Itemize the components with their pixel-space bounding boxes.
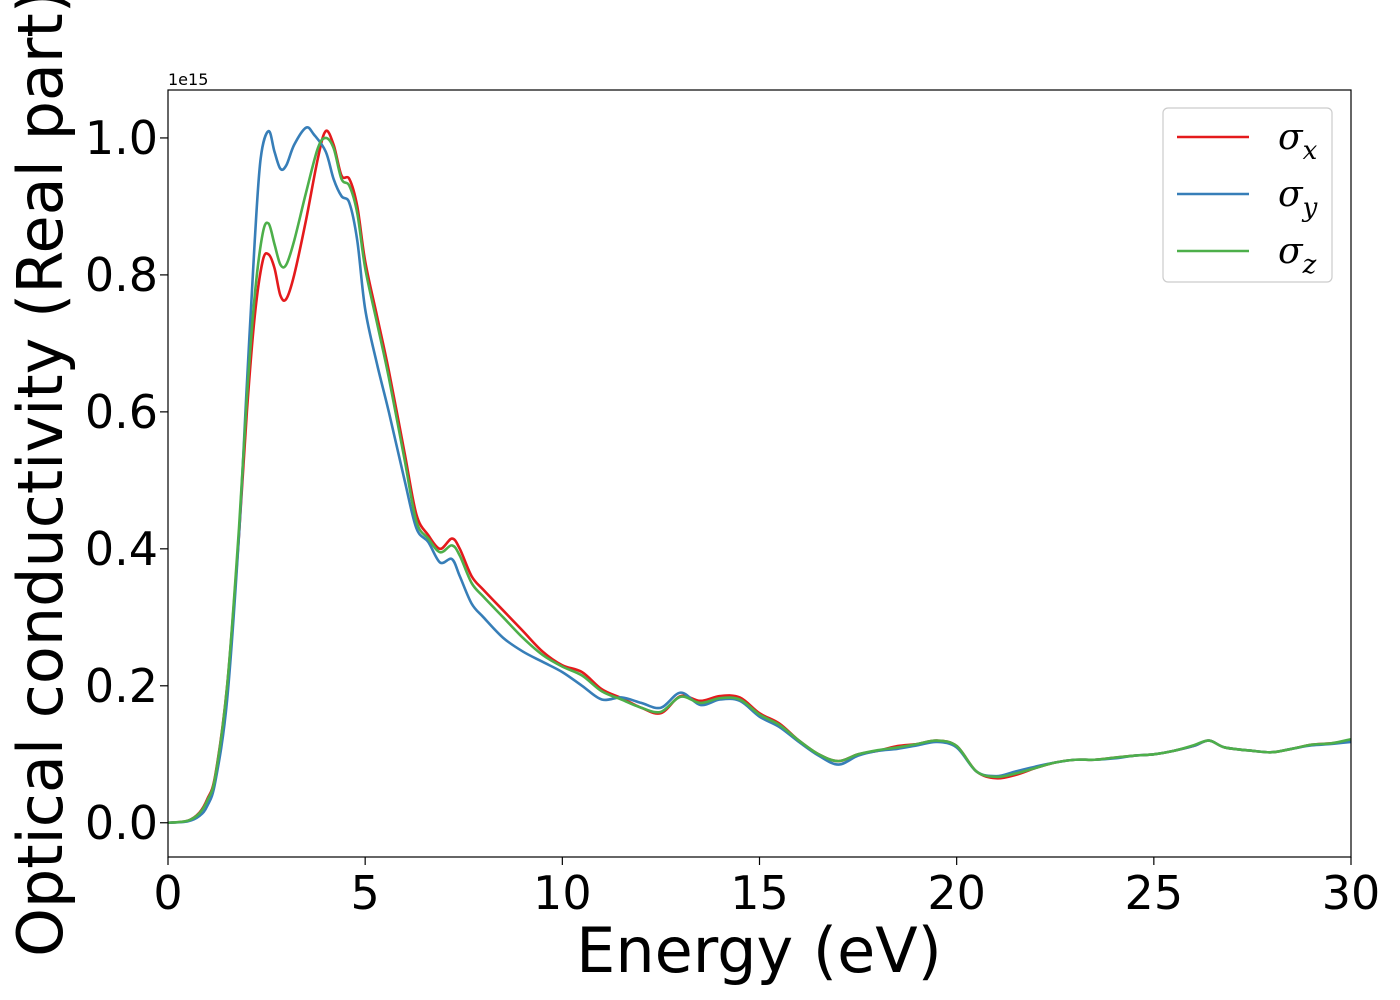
y-axis: 0.0 0.2 0.4 0.6 0.8 1.0 [85,111,168,850]
x-tick-label: 10 [533,866,592,920]
y-tick-label: 0.8 [85,248,158,302]
y-tick-label: 0.0 [85,796,158,850]
x-tick-label: 15 [730,866,789,920]
y-tick-label: 0.4 [85,522,158,576]
series-layer [167,126,1352,825]
y-tick-label: 0.6 [85,385,158,439]
legend-entries: σx σy σz [1177,117,1318,280]
legend-label-z: σz [1278,231,1317,280]
x-tick-label: 20 [927,866,986,920]
series-line-z [167,136,1352,825]
legend-label-x: σx [1278,117,1318,166]
y-axis-label: Optical conductivity (Real part) [4,0,77,957]
plot-area [168,90,1351,857]
y-offset-text: 1e15 [168,70,208,89]
legend: σx σy σz [1162,107,1333,283]
x-axis-label: Energy (eV) [576,914,942,987]
x-tick-label: 25 [1125,866,1184,920]
x-tick-label: 5 [351,866,380,920]
y-tick-label: 0.2 [85,659,158,713]
legend-label-y: σy [1278,174,1318,223]
x-tick-label: 30 [1322,866,1381,920]
x-axis: 0 5 10 15 20 25 30 [153,857,1380,920]
x-tick-label: 0 [153,866,182,920]
y-tick-label: 1.0 [85,111,158,165]
